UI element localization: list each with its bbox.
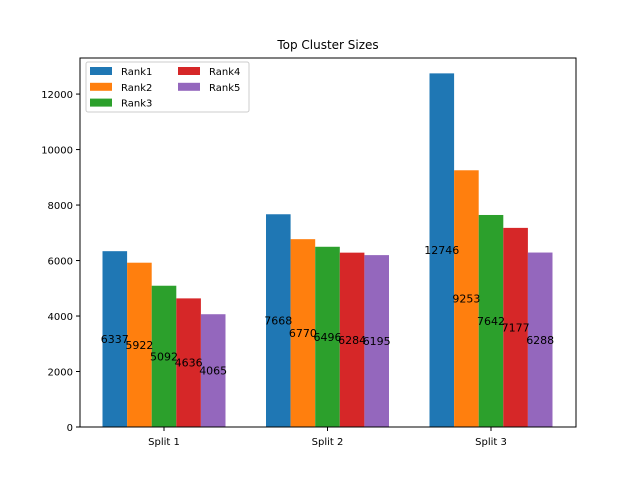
bar-value-label: 6496 xyxy=(314,331,342,344)
bar-value-label: 6770 xyxy=(289,327,317,340)
x-tick-label: Split 1 xyxy=(148,437,180,448)
legend: Rank1 Rank2 Rank3 Rank4 Rank5 xyxy=(85,61,250,113)
legend-swatch-rank4 xyxy=(178,67,200,75)
bar-value-label: 6288 xyxy=(526,334,554,347)
bar-value-label: 5092 xyxy=(150,350,178,363)
legend-swatch-rank5 xyxy=(178,82,200,91)
bar-rank1-2 xyxy=(266,214,291,427)
bar-value-label: 7642 xyxy=(477,315,505,328)
y-tick-label: 8000 xyxy=(48,201,73,212)
bar-labels-layer: 6337 7668 12746 5922 6770 9253 5092 6496 7642 463… xyxy=(101,244,554,377)
y-tick-label: 4000 xyxy=(48,312,73,323)
x-tick-label: Split 2 xyxy=(312,437,344,448)
legend-label-rank3: Rank3 xyxy=(121,99,152,110)
y-tick-label: 2000 xyxy=(48,368,73,379)
bars-layer xyxy=(102,73,553,428)
bar-value-label: 5922 xyxy=(125,339,153,352)
legend-label-rank5: Rank5 xyxy=(209,83,240,94)
bar-rank3-3 xyxy=(478,214,504,427)
bar-rank2-3 xyxy=(454,170,479,427)
legend-swatch-rank2 xyxy=(90,82,112,91)
bar-rank4-1 xyxy=(176,298,201,427)
bar-value-label: 6195 xyxy=(363,335,391,348)
bar-value-label: 7668 xyxy=(264,315,292,328)
bar-value-label: 4065 xyxy=(199,365,227,378)
y-tick-label: 12000 xyxy=(41,90,73,101)
y-axis: 0 2000 4000 6000 8000 10000 12000 xyxy=(41,90,80,434)
legend-swatch-rank1 xyxy=(90,67,112,75)
bar-rank1-1 xyxy=(102,251,128,427)
legend-box xyxy=(85,61,250,113)
bar-value-label: 4636 xyxy=(175,357,203,370)
bar-value-label: 6337 xyxy=(101,333,129,346)
x-tick-label: Split 3 xyxy=(475,437,507,448)
legend-label-rank1: Rank1 xyxy=(121,67,152,78)
bar-value-label: 7177 xyxy=(502,321,530,334)
y-tick-label: 6000 xyxy=(48,257,73,268)
bar-rank4-2 xyxy=(339,252,365,427)
plot-frame xyxy=(79,57,577,428)
legend-label-rank2: Rank2 xyxy=(121,83,152,94)
legend-label-rank4: Rank4 xyxy=(209,67,240,78)
y-tick-label: 10000 xyxy=(41,146,73,157)
y-tick-label: 0 xyxy=(67,423,73,434)
bar-rank3-1 xyxy=(151,285,177,427)
legend-swatch-rank3 xyxy=(90,98,112,107)
bar-rank1-3 xyxy=(429,73,455,428)
bar-rank2-1 xyxy=(127,262,152,427)
bar-value-label: 9253 xyxy=(452,293,480,306)
bar-value-label: 12746 xyxy=(424,244,459,257)
chart-title: Top Cluster Sizes xyxy=(276,38,378,52)
bar-rank4-3 xyxy=(503,227,528,427)
bar-rank2-2 xyxy=(290,239,316,427)
bar-rank3-2 xyxy=(315,246,340,427)
bar-rank5-3 xyxy=(527,252,553,427)
bar-rank5-2 xyxy=(364,255,389,427)
bar-value-label: 6284 xyxy=(338,334,366,347)
x-axis: Split 1 Split 2 Split 3 xyxy=(148,427,507,448)
bar-rank5-1 xyxy=(200,314,226,427)
